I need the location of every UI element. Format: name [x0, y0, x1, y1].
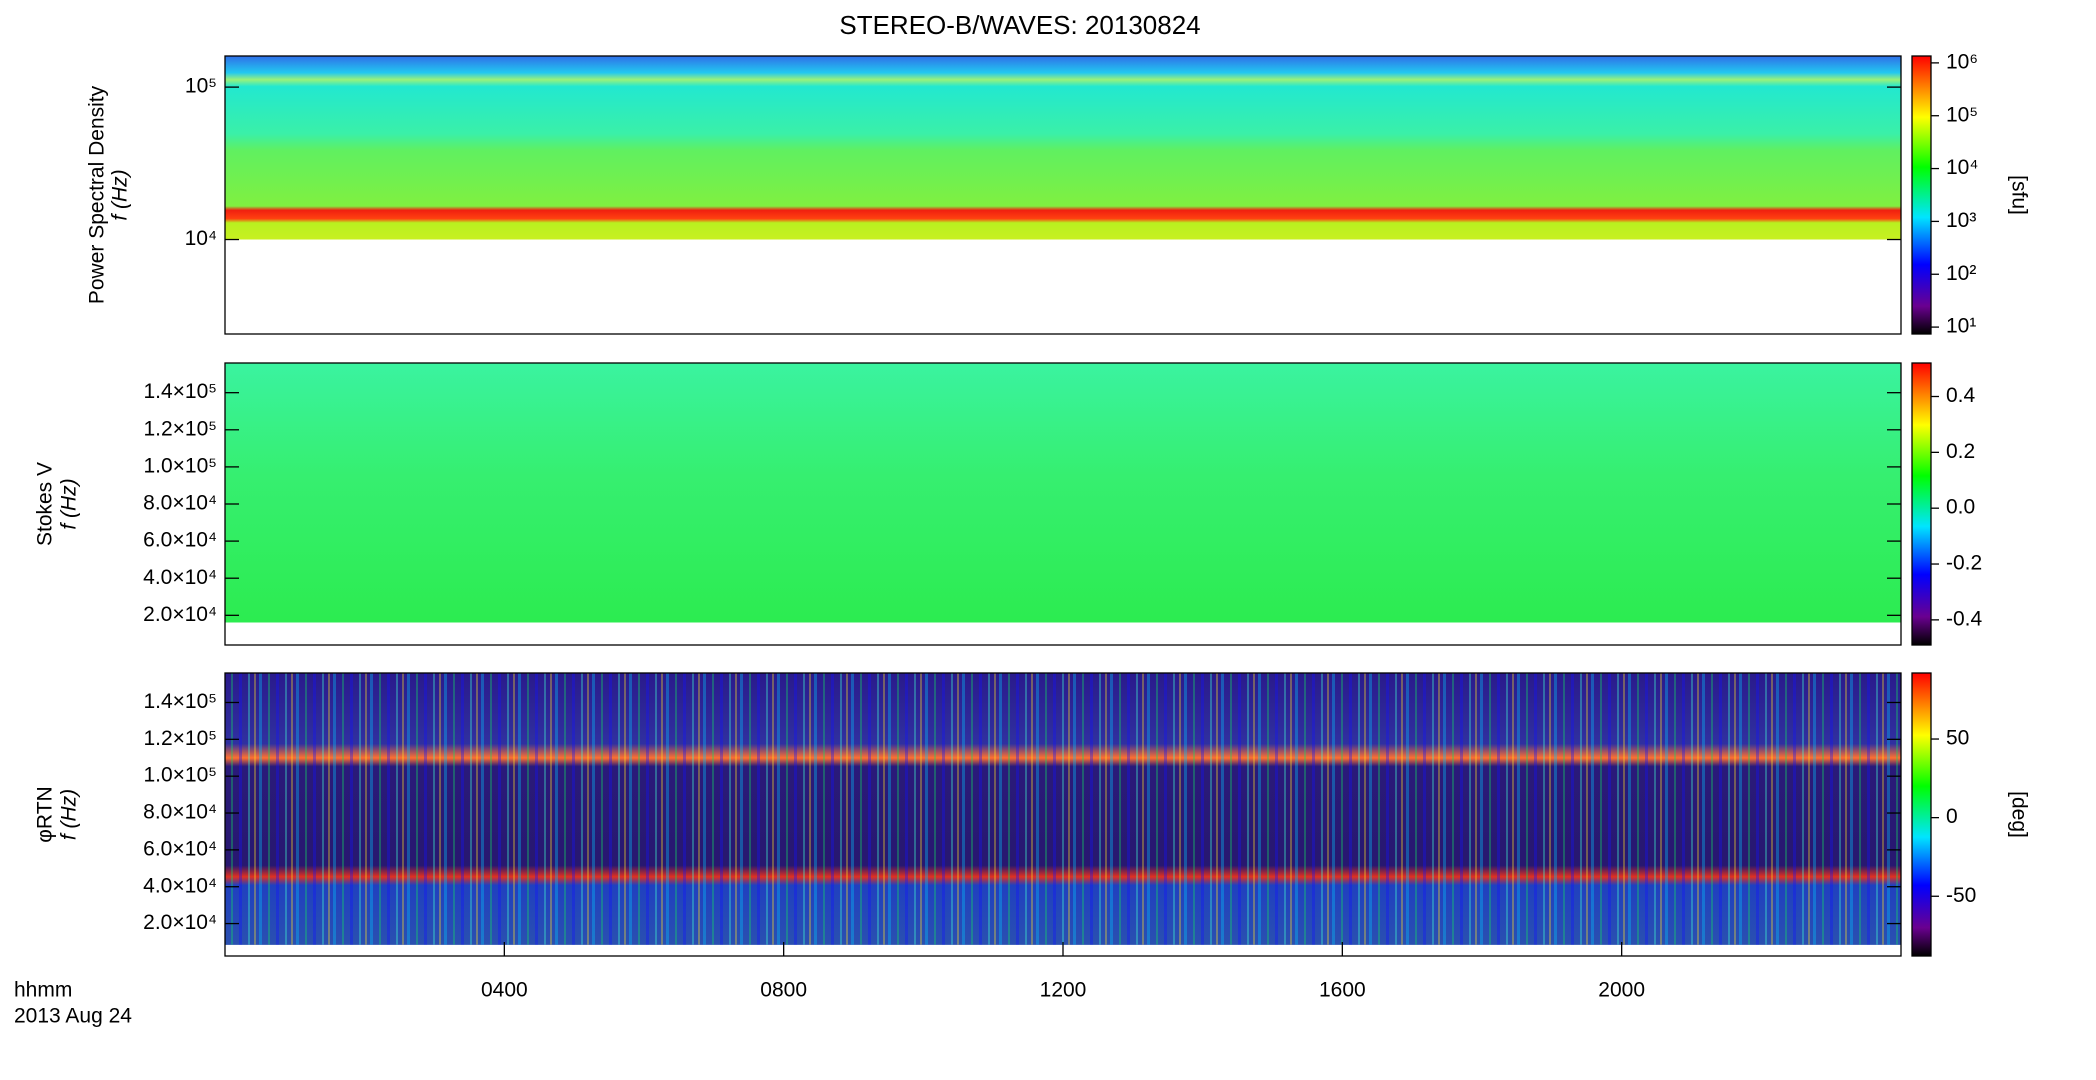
- x-tick-label: 2000: [1598, 979, 1645, 1002]
- y-tick-label: 4.0×10⁴: [143, 874, 217, 897]
- y-tick-label: 2.0×10⁴: [143, 603, 217, 626]
- colorbar: [1912, 56, 1931, 334]
- y-axis-label: f (Hz): [58, 478, 81, 529]
- colorbar-tick-label: 0.4: [1946, 384, 1976, 407]
- y-tick-label: 6.0×10⁴: [143, 837, 217, 860]
- colorbar-tick-label: 10⁵: [1946, 103, 1978, 126]
- y-tick-label: 1.4×10⁵: [143, 380, 217, 403]
- y-axis-label: Stokes V: [34, 462, 57, 546]
- chart-title: STEREO-B/WAVES: 20130824: [839, 10, 1200, 40]
- colorbar-tick-label: 0.2: [1946, 440, 1975, 463]
- y-tick-label: 4.0×10⁴: [143, 566, 217, 589]
- y-axis-label: f (Hz): [58, 789, 81, 840]
- x-axis-label: hhmm: [14, 979, 72, 1002]
- y-tick-label: 10⁴: [185, 227, 217, 250]
- colorbar-tick-label: 10²: [1946, 262, 1976, 285]
- x-tick-label: 0800: [760, 979, 807, 1002]
- y-tick-label: 1.0×10⁵: [143, 764, 217, 787]
- colorbar-frame: [1911, 672, 1932, 957]
- colorbar: [1912, 673, 1931, 956]
- colorbar-tick-label: 10¹: [1946, 315, 1976, 338]
- colorbar: [1912, 363, 1931, 645]
- y-tick-label: 8.0×10⁴: [143, 492, 217, 515]
- plot-frame: [224, 55, 1902, 335]
- colorbar-tick-label: -50: [1946, 884, 1976, 907]
- y-tick-label: 8.0×10⁴: [143, 801, 217, 824]
- spectrogram-image: [225, 56, 1901, 334]
- x-tick-label: 0400: [481, 979, 528, 1002]
- colorbar-tick-label: 10³: [1946, 209, 1976, 232]
- y-tick-label: 1.0×10⁵: [143, 454, 217, 477]
- date-label: 2013 Aug 24: [14, 1005, 132, 1028]
- y-tick-label: 1.2×10⁵: [143, 417, 217, 440]
- colorbar-frame: [1911, 55, 1932, 335]
- y-tick-label: 10⁵: [185, 75, 217, 98]
- y-tick-label: 2.0×10⁴: [143, 911, 217, 934]
- x-tick-label: 1200: [1040, 979, 1087, 1002]
- y-tick-label: 6.0×10⁴: [143, 529, 217, 552]
- colorbar-tick-label: -0.4: [1946, 607, 1983, 630]
- colorbar-tick-label: 10⁴: [1946, 156, 1978, 179]
- y-axis-label: Power Spectral Density: [86, 85, 109, 304]
- colorbar-tick-label: 0.0: [1946, 496, 1975, 519]
- colorbar-tick-label: 50: [1946, 727, 1969, 750]
- colorbar-tick-label: 0: [1946, 805, 1958, 828]
- y-axis-label: f (Hz): [109, 169, 132, 220]
- colorbar-label: [sfu]: [2007, 175, 2030, 215]
- colorbar-tick-label: -0.2: [1946, 552, 1982, 575]
- y-tick-label: 1.2×10⁵: [143, 727, 217, 750]
- colorbar-tick-label: 10⁶: [1946, 50, 1978, 73]
- spectrogram-image: [225, 363, 1901, 645]
- spectrogram-texture: [225, 673, 1901, 945]
- x-tick-label: 1600: [1319, 979, 1366, 1002]
- y-axis-label: φRTN: [34, 786, 57, 842]
- y-tick-label: 1.4×10⁵: [143, 690, 217, 713]
- colorbar-label: [deg]: [2007, 791, 2030, 838]
- colorbar-frame: [1911, 362, 1932, 646]
